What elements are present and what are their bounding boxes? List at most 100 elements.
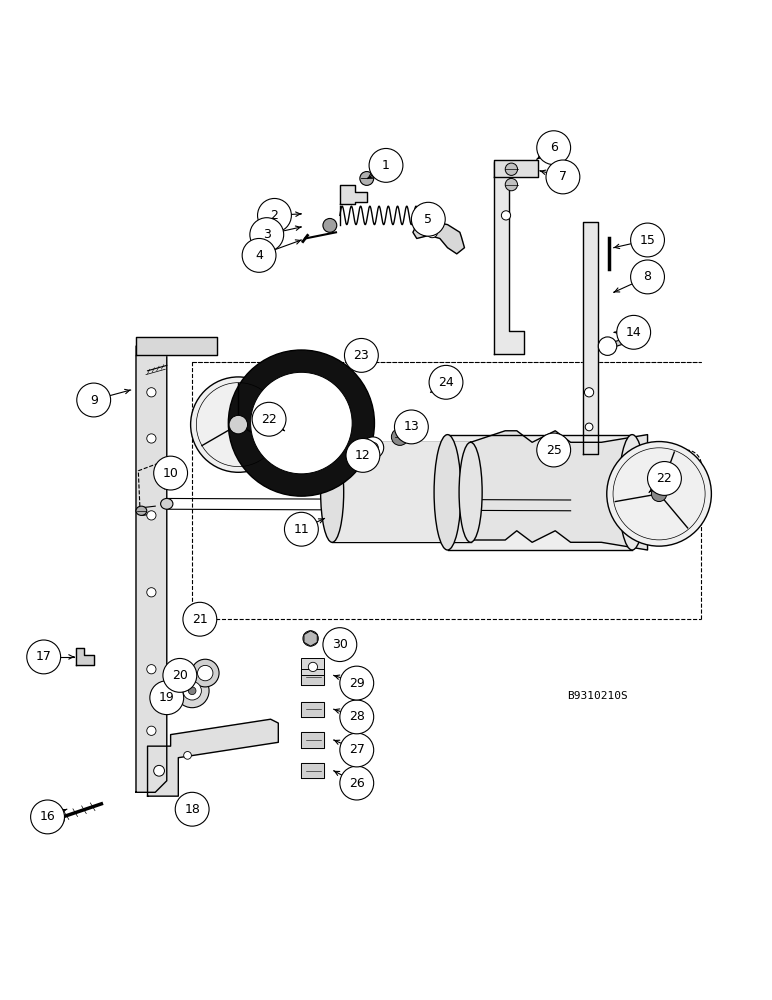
Circle shape (76, 383, 110, 417)
Circle shape (323, 628, 357, 662)
Circle shape (252, 402, 286, 436)
Text: 30: 30 (332, 638, 347, 651)
Circle shape (505, 163, 517, 175)
Polygon shape (136, 338, 167, 792)
Circle shape (147, 665, 156, 674)
Text: 25: 25 (546, 444, 561, 457)
Circle shape (652, 486, 667, 502)
Circle shape (175, 792, 209, 826)
Circle shape (188, 687, 196, 695)
Circle shape (147, 588, 156, 597)
Circle shape (631, 223, 665, 257)
Polygon shape (493, 162, 524, 354)
Circle shape (323, 218, 337, 232)
Text: 16: 16 (39, 810, 56, 823)
Polygon shape (413, 222, 465, 254)
Circle shape (362, 437, 384, 458)
Circle shape (411, 202, 445, 236)
Circle shape (242, 238, 276, 272)
Circle shape (184, 752, 191, 759)
Text: 6: 6 (550, 141, 557, 154)
Polygon shape (301, 702, 324, 717)
Circle shape (191, 659, 219, 687)
Circle shape (175, 674, 209, 708)
Text: 24: 24 (438, 376, 454, 389)
Circle shape (537, 131, 571, 165)
Circle shape (367, 442, 378, 453)
Circle shape (427, 227, 438, 238)
Circle shape (147, 434, 156, 443)
Text: 28: 28 (349, 710, 364, 723)
Circle shape (183, 602, 217, 636)
Circle shape (198, 665, 213, 681)
Text: 20: 20 (172, 669, 188, 682)
Bar (301, 658, 324, 675)
Circle shape (617, 315, 651, 349)
Circle shape (154, 765, 164, 776)
Circle shape (429, 365, 463, 399)
Circle shape (546, 160, 580, 194)
Ellipse shape (320, 442, 344, 542)
Polygon shape (136, 337, 217, 355)
Circle shape (147, 511, 156, 520)
Circle shape (147, 388, 156, 397)
Circle shape (340, 666, 374, 700)
Circle shape (346, 438, 380, 472)
Circle shape (258, 198, 291, 232)
Circle shape (147, 726, 156, 735)
Text: 8: 8 (644, 270, 652, 283)
Polygon shape (301, 732, 324, 748)
Text: 5: 5 (425, 213, 432, 226)
Bar (448, 435, 632, 550)
Text: 4: 4 (255, 249, 263, 262)
Circle shape (250, 218, 283, 252)
Text: 12: 12 (355, 449, 371, 462)
Polygon shape (340, 185, 367, 204)
Text: 22: 22 (261, 413, 277, 426)
Text: 15: 15 (639, 234, 655, 247)
Circle shape (31, 800, 65, 834)
Text: 22: 22 (656, 472, 672, 485)
Circle shape (501, 211, 510, 220)
Polygon shape (493, 160, 538, 177)
Circle shape (284, 512, 318, 546)
Circle shape (340, 733, 374, 767)
Text: 13: 13 (404, 420, 419, 433)
Polygon shape (583, 222, 598, 454)
Circle shape (369, 148, 403, 182)
Text: 7: 7 (559, 170, 567, 183)
Circle shape (163, 658, 197, 692)
Text: 23: 23 (354, 349, 369, 362)
Circle shape (537, 433, 571, 467)
Text: 17: 17 (36, 650, 52, 663)
Text: 26: 26 (349, 777, 364, 790)
Circle shape (251, 372, 352, 474)
Circle shape (308, 662, 317, 672)
Circle shape (598, 337, 617, 355)
Circle shape (27, 640, 61, 674)
Circle shape (340, 700, 374, 734)
Circle shape (394, 410, 428, 444)
Text: 1: 1 (382, 159, 390, 172)
Circle shape (229, 415, 248, 434)
Polygon shape (601, 338, 626, 351)
Circle shape (631, 260, 665, 294)
Circle shape (183, 682, 201, 700)
Circle shape (303, 631, 318, 646)
Polygon shape (76, 648, 93, 665)
Circle shape (607, 442, 711, 546)
Circle shape (505, 178, 517, 191)
Polygon shape (301, 669, 324, 685)
Circle shape (150, 681, 184, 715)
Ellipse shape (434, 435, 461, 550)
Polygon shape (471, 431, 648, 550)
Ellipse shape (459, 442, 482, 542)
Circle shape (191, 377, 286, 472)
Ellipse shape (618, 435, 645, 550)
Text: 3: 3 (262, 228, 271, 241)
Text: B9310210S: B9310210S (567, 691, 628, 701)
Circle shape (340, 766, 374, 800)
Circle shape (229, 350, 374, 496)
Circle shape (49, 811, 65, 826)
Polygon shape (147, 719, 279, 796)
